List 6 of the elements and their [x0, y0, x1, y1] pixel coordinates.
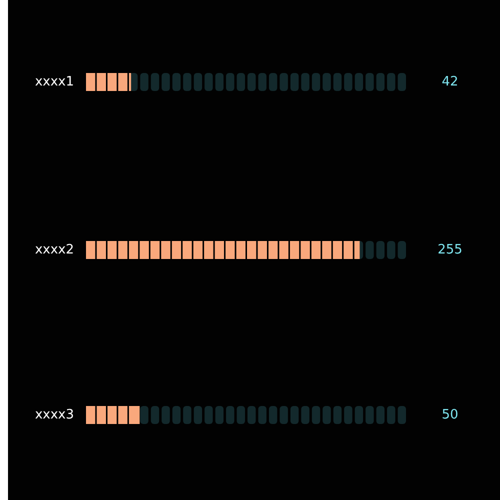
- y-tick-label: xxxx3: [34, 408, 74, 423]
- data-label: 42: [442, 74, 458, 90]
- data-label: 50: [442, 408, 458, 423]
- y-tick-label: xxxx1: [34, 74, 74, 90]
- y-tick-label: xxxx2: [34, 242, 74, 258]
- data-label: 255: [438, 242, 462, 258]
